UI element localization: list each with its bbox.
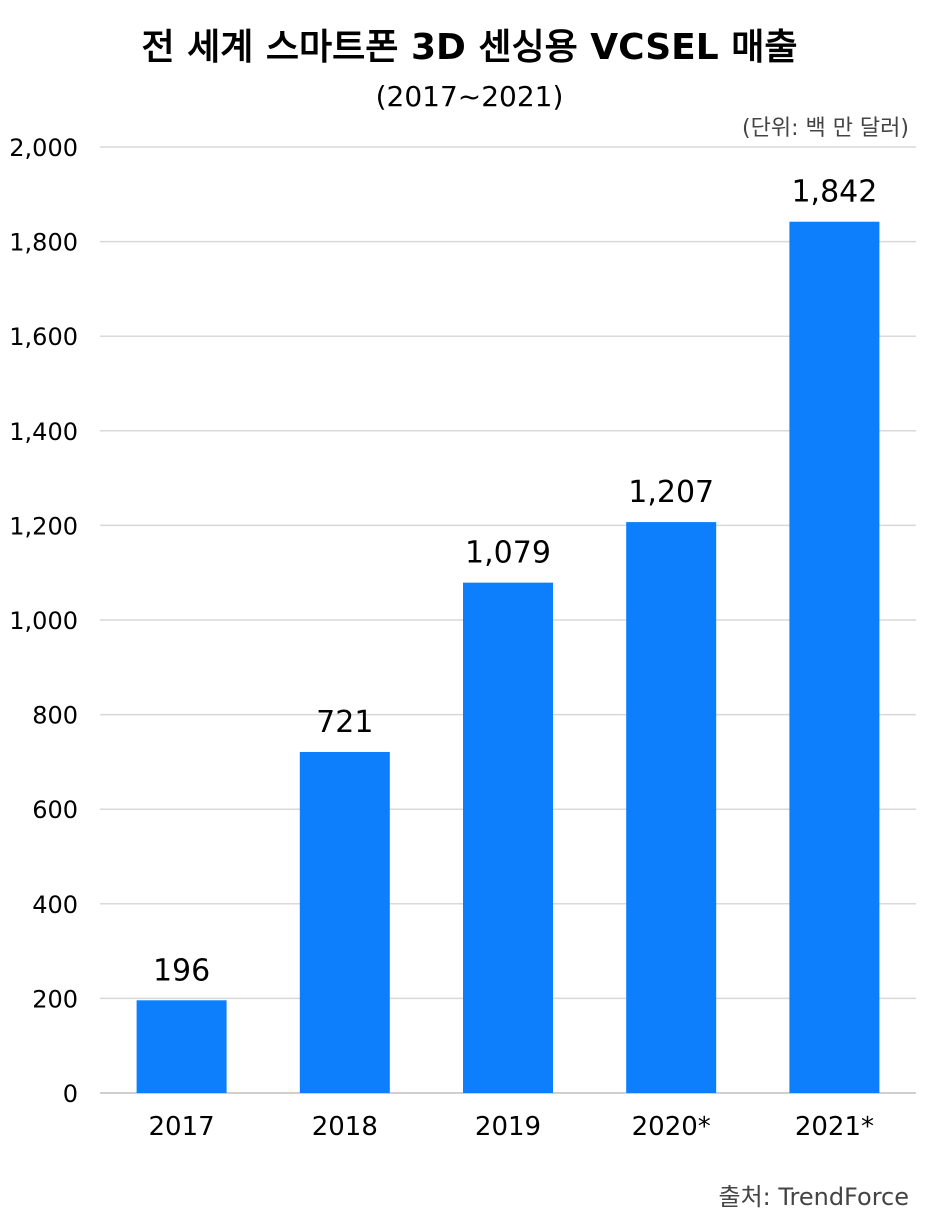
data-label: 1,207 <box>628 475 714 510</box>
data-label: 196 <box>153 953 210 988</box>
source-note: 출처: TrendForce <box>718 1183 910 1211</box>
x-tick-label: 2021* <box>795 1112 874 1142</box>
data-label: 1,842 <box>791 175 877 210</box>
y-tick-label: 1,200 <box>9 512 78 540</box>
y-tick-label: 2,000 <box>9 134 78 162</box>
y-tick-label: 400 <box>32 891 78 919</box>
y-tick-label: 1,000 <box>9 607 78 635</box>
y-tick-label: 1,400 <box>9 418 78 446</box>
y-tick-label: 1,800 <box>9 229 78 257</box>
bar-2017 <box>136 1000 227 1093</box>
unit-note: (단위: 백 만 달러) <box>742 116 909 141</box>
data-label: 721 <box>316 705 373 740</box>
x-tick-label: 2020* <box>632 1112 711 1142</box>
chart-title: 전 세계 스마트폰 3D 센싱용 VCSEL 매출 <box>141 27 798 68</box>
y-tick-label: 200 <box>32 985 78 1013</box>
bar-2019 <box>463 582 553 1093</box>
chart-subtitle: (2017~2021) <box>375 80 564 113</box>
y-tick-label: 800 <box>32 702 78 730</box>
data-label: 1,079 <box>465 536 551 571</box>
y-tick-label: 600 <box>32 796 78 824</box>
bar-2018 <box>299 751 390 1093</box>
x-tick-label: 2017 <box>149 1112 215 1142</box>
y-tick-label: 1,600 <box>9 323 78 351</box>
y-tick-label: 0 <box>63 1080 78 1108</box>
x-tick-label: 2019 <box>475 1112 541 1142</box>
x-tick-label: 2018 <box>312 1112 378 1142</box>
bar-2020 <box>626 522 717 1093</box>
bar-2021 <box>789 221 880 1093</box>
